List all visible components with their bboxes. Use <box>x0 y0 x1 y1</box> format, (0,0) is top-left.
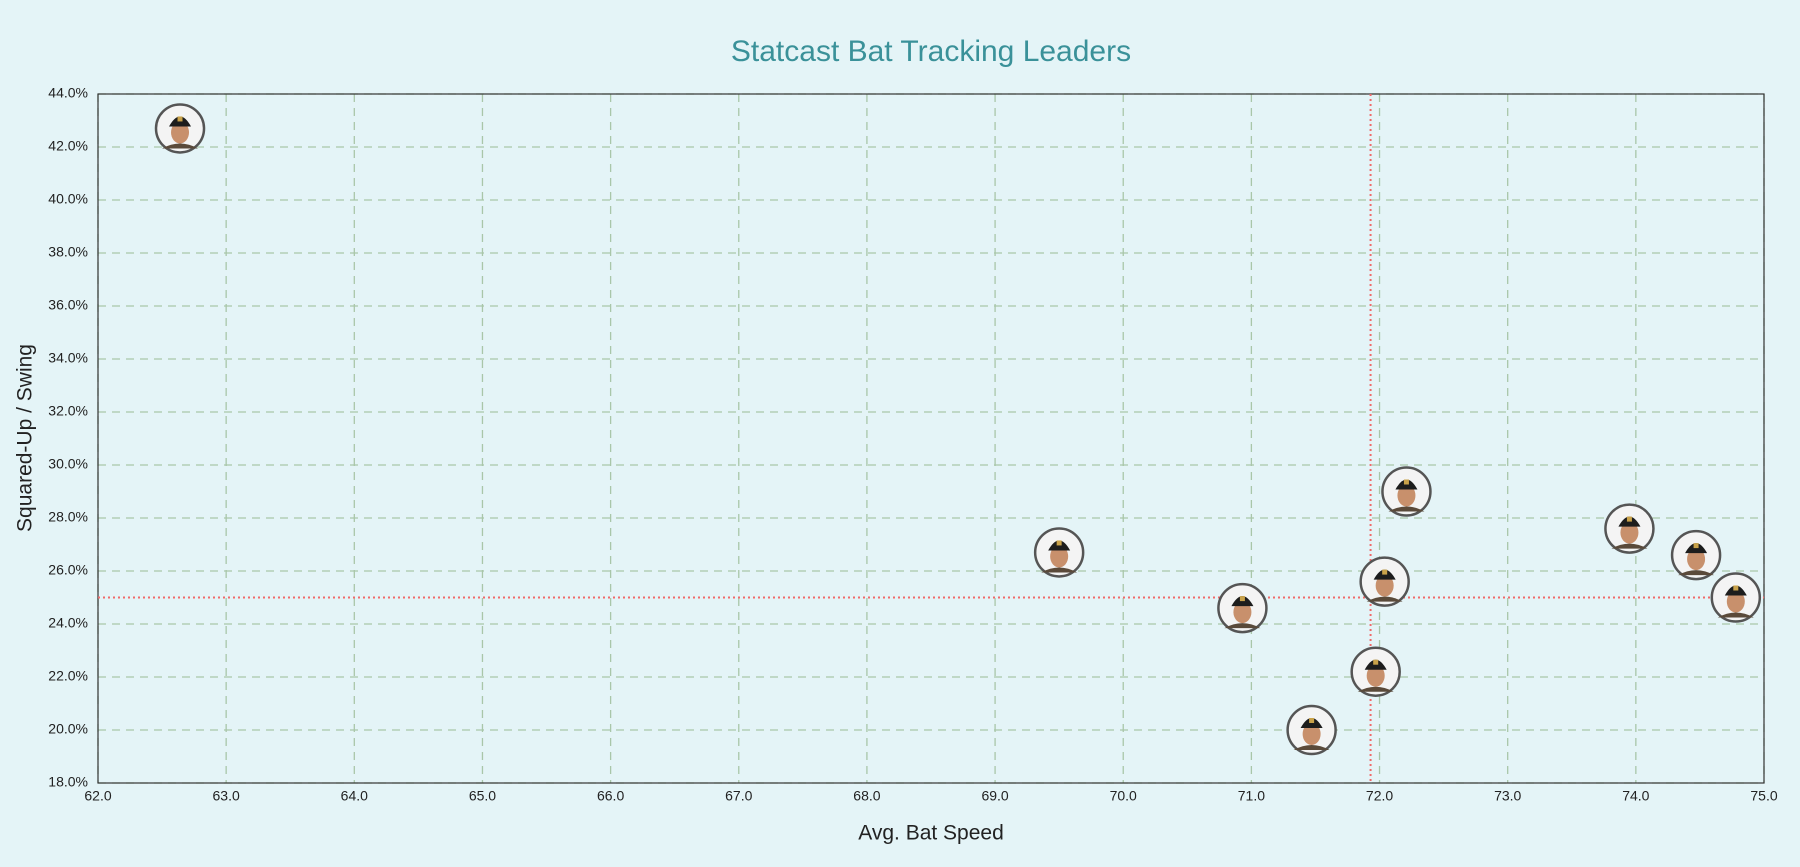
x-tick-label: 69.0 <box>981 788 1008 804</box>
y-tick-label: 30.0% <box>48 456 88 472</box>
player-point <box>1604 503 1655 554</box>
player-shoulders <box>1357 686 1394 692</box>
player-point <box>1359 556 1410 607</box>
x-tick-label: 71.0 <box>1238 788 1265 804</box>
x-tick-label: 70.0 <box>1110 788 1137 804</box>
player-point <box>154 103 206 154</box>
cap-logo <box>1239 596 1245 602</box>
cap-logo <box>1382 569 1388 575</box>
x-tick-label: 73.0 <box>1494 788 1521 804</box>
player-face <box>1302 723 1321 745</box>
player-face <box>1366 664 1385 687</box>
player-face <box>1687 548 1706 571</box>
y-tick-label: 22.0% <box>48 668 88 684</box>
player-point <box>1381 466 1432 517</box>
player-shoulders <box>1388 506 1425 512</box>
player-point <box>1033 527 1085 578</box>
player-face <box>1726 590 1745 613</box>
player-face <box>1233 601 1252 624</box>
y-tick-label: 26.0% <box>48 562 88 578</box>
plot-border <box>97 93 1765 784</box>
x-tick-label: 64.0 <box>341 788 368 804</box>
cap-logo <box>1309 718 1315 723</box>
player-face <box>1050 545 1069 568</box>
plot-area <box>98 94 1764 783</box>
player-face <box>171 121 190 144</box>
x-tick-label: 66.0 <box>597 788 624 804</box>
cap-logo <box>1373 659 1379 665</box>
y-tick-label: 34.0% <box>48 350 88 366</box>
y-tick-label: 36.0% <box>48 297 88 313</box>
y-axis-label: Squared-Up / Swing <box>14 344 37 532</box>
y-tick-label: 40.0% <box>48 191 88 207</box>
player-shoulders <box>1293 745 1330 750</box>
player-shoulders <box>1717 612 1754 618</box>
player-face <box>1620 521 1639 544</box>
cap-logo <box>177 116 183 122</box>
x-tick-label: 67.0 <box>725 788 752 804</box>
player-shoulders <box>1041 567 1078 573</box>
x-tick-label: 63.0 <box>213 788 240 804</box>
player-point <box>1710 572 1762 623</box>
x-tick-label: 65.0 <box>469 788 496 804</box>
player-point <box>1286 704 1337 756</box>
y-tick-label: 18.0% <box>48 774 88 790</box>
player-shoulders <box>1611 543 1648 549</box>
x-tick-label: 68.0 <box>853 788 880 804</box>
x-tick-label: 72.0 <box>1366 788 1393 804</box>
y-tick-label: 20.0% <box>48 721 88 737</box>
cap-logo <box>1693 543 1699 549</box>
player-shoulders <box>1224 623 1261 629</box>
player-shoulders <box>162 143 199 149</box>
x-axis-label: Avg. Bat Speed <box>858 822 1004 845</box>
x-tick-label: 75.0 <box>1750 788 1777 804</box>
y-tick-label: 28.0% <box>48 509 88 525</box>
player-face <box>1397 484 1416 507</box>
y-tick-label: 42.0% <box>48 138 88 154</box>
player-point <box>1350 646 1401 697</box>
player-shoulders <box>1678 570 1715 576</box>
player-point <box>1670 529 1722 581</box>
player-shoulders <box>1366 596 1403 602</box>
player-point <box>1217 582 1268 634</box>
y-tick-label: 24.0% <box>48 615 88 631</box>
y-tick-label: 32.0% <box>48 403 88 419</box>
player-face <box>1375 574 1394 597</box>
y-tick-label: 38.0% <box>48 244 88 260</box>
cap-logo <box>1733 585 1739 591</box>
x-tick-label: 62.0 <box>84 788 111 804</box>
cap-logo <box>1626 516 1632 522</box>
cap-logo <box>1056 540 1062 546</box>
chart-title: Statcast Bat Tracking Leaders <box>731 35 1131 68</box>
x-tick-label: 74.0 <box>1622 788 1649 804</box>
cap-logo <box>1403 479 1409 485</box>
y-tick-label: 44.0% <box>48 85 88 101</box>
